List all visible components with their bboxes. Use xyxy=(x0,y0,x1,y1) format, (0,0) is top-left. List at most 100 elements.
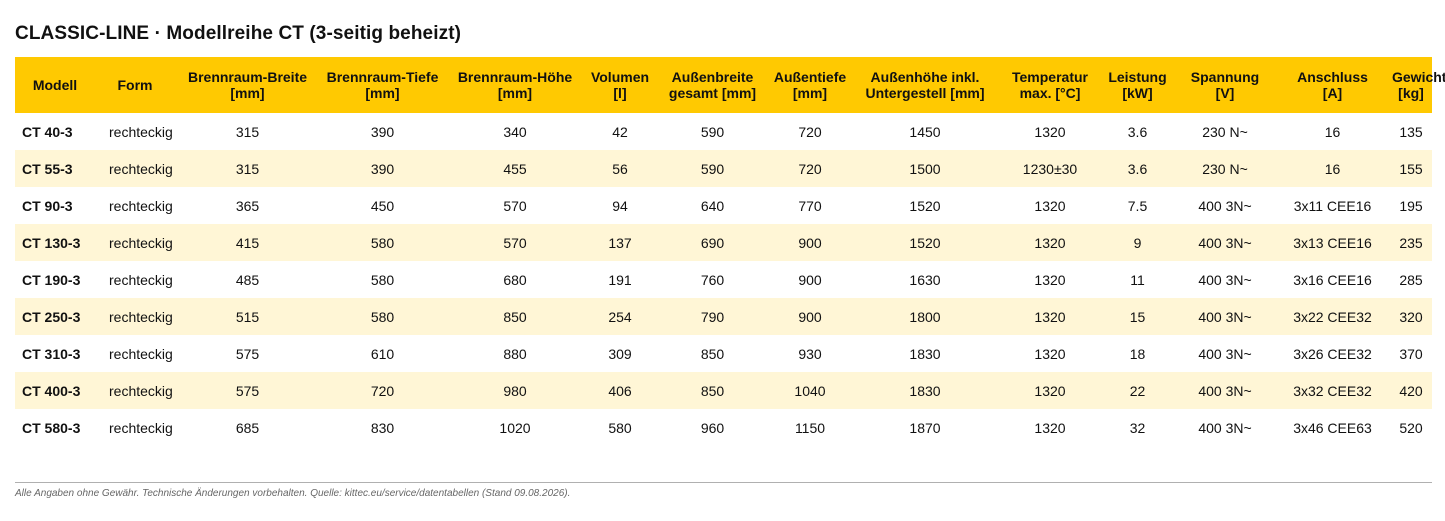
table-cell: 7.5 xyxy=(1127,197,1148,214)
column-header-label: Modell xyxy=(32,77,78,93)
footer-divider xyxy=(15,482,1432,483)
table-cell: 1320 xyxy=(1000,372,1100,409)
table-row: CT 130-3 rechteckig 415 580 570 137 690 900 1520… xyxy=(15,224,1432,261)
table-cell: 1830 xyxy=(850,372,1000,409)
table-cell: 1040 xyxy=(770,372,850,409)
table-cell: 155 xyxy=(1390,150,1432,187)
table-cell: 790 xyxy=(655,298,770,335)
table-row: CT 400-3 rechteckig 575 720 980 406 850 1040 183… xyxy=(15,372,1432,409)
spec-table: Modell Form Brennraum-Breite [mm] Brennraum-… xyxy=(15,57,1445,446)
column-header: Außenbreite gesamt [mm] xyxy=(655,57,770,113)
table-cell: 16 xyxy=(1324,123,1341,140)
column-header: Leistung [kW] xyxy=(1100,57,1175,113)
table-cell: 3.6 xyxy=(1127,123,1148,140)
column-header-label: Anschluss xyxy=(1297,69,1368,85)
column-header-label: Außentiefe xyxy=(773,69,847,85)
table-cell: 770 xyxy=(798,197,822,214)
table-row: CT 250-3 rechteckig 515 580 850 254 790 900 1800… xyxy=(15,298,1432,335)
column-header-unit: [V] xyxy=(1215,85,1235,101)
column-header-unit: [mm] xyxy=(230,85,265,101)
table-cell: 3x22 CEE32 xyxy=(1275,298,1390,335)
table-cell: 570 xyxy=(445,224,585,261)
model-cell: CT 90-3 xyxy=(22,197,73,214)
table-cell: 230 N~ xyxy=(1175,150,1275,187)
table-cell: 575 xyxy=(235,345,260,362)
table-cell: 16 xyxy=(1275,150,1390,187)
table-cell: 515 xyxy=(175,298,320,335)
table-cell: 850 xyxy=(700,345,725,362)
model-cell: CT 580-3 xyxy=(22,419,81,436)
table-cell: 1520 xyxy=(850,224,1000,261)
table-cell: 520 xyxy=(1399,419,1423,436)
table-cell: 370 xyxy=(1399,345,1423,362)
table-cell: 450 xyxy=(370,197,395,214)
table-cell: 254 xyxy=(585,298,655,335)
table-cell: 900 xyxy=(798,271,822,288)
column-header: Gewicht [kg] xyxy=(1390,57,1445,113)
table-cell: 9 xyxy=(1100,224,1175,261)
table-cell: 1320 xyxy=(1034,123,1066,140)
model-cell: CT 250-3 xyxy=(15,298,95,335)
column-header-label: Spannung xyxy=(1190,69,1260,85)
table-cell: 1630 xyxy=(909,271,941,288)
form-cell: rechteckig xyxy=(95,224,175,261)
table-cell: 680 xyxy=(503,271,527,288)
column-header: Spannung [V] xyxy=(1175,57,1275,113)
column-header: Volumen [l] xyxy=(585,57,655,113)
table-cell: 1020 xyxy=(499,419,531,436)
column-header-unit: [A] xyxy=(1322,85,1343,101)
table-cell: 575 xyxy=(175,372,320,409)
table-cell: 390 xyxy=(320,150,445,187)
column-header-label: Brennraum-Tiefe xyxy=(326,69,439,85)
table-cell: 420 xyxy=(1390,372,1432,409)
table-cell: 3x11 CEE16 xyxy=(1293,197,1372,214)
table-cell: 720 xyxy=(798,123,822,140)
column-header: Brennraum-Breite [mm] xyxy=(175,57,320,113)
form-cell: rechteckig xyxy=(109,197,173,214)
table-cell: 960 xyxy=(700,419,725,436)
form-cell: rechteckig xyxy=(95,372,175,409)
form-cell: rechteckig xyxy=(109,419,173,436)
table-cell: 415 xyxy=(175,224,320,261)
table-cell: 390 xyxy=(370,123,395,140)
table-cell: 570 xyxy=(503,197,527,214)
table-cell: 22 xyxy=(1100,372,1175,409)
column-header-unit: max. [°C] xyxy=(1019,85,1081,101)
table-cell: 285 xyxy=(1399,271,1423,288)
table-cell: 3x13 CEE16 xyxy=(1275,224,1390,261)
table-cell: 1320 xyxy=(1000,224,1100,261)
table-cell: 3x32 CEE32 xyxy=(1275,372,1390,409)
table-cell: 1320 xyxy=(1034,419,1066,436)
column-header: Außenhöhe inkl. Untergestell [mm] xyxy=(850,57,1000,113)
model-cell: CT 40-3 xyxy=(22,123,73,140)
table-row: CT 55-3 rechteckig 315 390 455 56 590 720 1500 12… xyxy=(15,150,1432,187)
column-header-unit: [mm] xyxy=(365,85,400,101)
table-cell: 1320 xyxy=(1034,271,1066,288)
table-body: CT 40-3 rechteckig 315 390 340 42 590 720 1450 13… xyxy=(15,113,1432,446)
form-cell: rechteckig xyxy=(109,345,173,362)
table-cell: 137 xyxy=(585,224,655,261)
column-header-label: Form xyxy=(117,77,153,93)
table-cell: 195 xyxy=(1399,197,1423,214)
table-cell: 1830 xyxy=(909,345,941,362)
table-cell: 1150 xyxy=(794,419,826,436)
table-cell: 3x26 CEE32 xyxy=(1293,345,1372,362)
table-cell: 340 xyxy=(503,123,527,140)
column-header: Form xyxy=(95,57,175,113)
column-header-label: Volumen xyxy=(590,69,650,85)
table-cell: 1450 xyxy=(909,123,941,140)
column-header-unit: [mm] xyxy=(497,85,533,101)
header-row: Modell Form Brennraum-Breite [mm] Brennraum-… xyxy=(15,57,1445,113)
table-cell: 590 xyxy=(655,150,770,187)
table-cell: 1320 xyxy=(1034,197,1066,214)
column-header-label: Außenbreite xyxy=(671,69,754,85)
table-cell: 365 xyxy=(235,197,260,214)
table-cell: 580 xyxy=(608,419,632,436)
column-header: Modell xyxy=(15,57,95,113)
column-header-label: Außenhöhe inkl. xyxy=(870,69,980,85)
table-cell: 580 xyxy=(370,271,395,288)
column-header: Außentiefe [mm] xyxy=(770,57,850,113)
table-cell: 135 xyxy=(1399,123,1423,140)
table-cell: 11 xyxy=(1130,271,1145,288)
column-header-unit: [kW] xyxy=(1122,85,1153,101)
